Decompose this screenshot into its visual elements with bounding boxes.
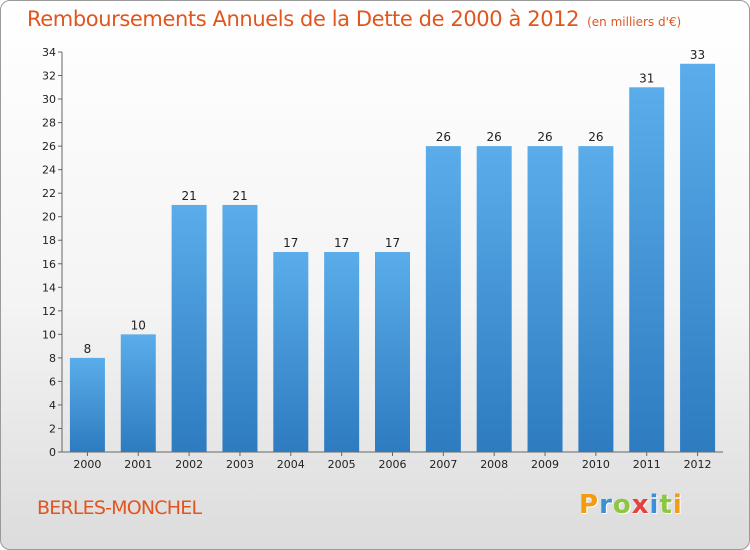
value-label: 21 xyxy=(181,189,196,203)
value-label: 10 xyxy=(131,318,146,332)
value-label: 26 xyxy=(537,130,552,144)
y-tick-label: 30 xyxy=(42,93,56,106)
x-tick-label: 2008 xyxy=(480,458,508,471)
y-tick-label: 8 xyxy=(49,352,56,365)
chart-title: Remboursements Annuels de la Dette de 20… xyxy=(27,7,681,31)
y-tick-label: 16 xyxy=(42,258,56,271)
logo-letter: r xyxy=(599,490,613,520)
x-tick-label: 2009 xyxy=(531,458,559,471)
title-text: Remboursements Annuels de la Dette de 20… xyxy=(27,7,580,31)
title-unit: (en milliers d'€) xyxy=(587,15,682,29)
value-label: 26 xyxy=(436,130,451,144)
value-label: 33 xyxy=(690,48,705,62)
x-tick-label: 2011 xyxy=(633,458,661,471)
y-tick-label: 18 xyxy=(42,234,56,247)
y-tick-label: 4 xyxy=(49,399,56,412)
value-label: 17 xyxy=(334,236,349,250)
x-tick-label: 2001 xyxy=(124,458,152,471)
y-tick-label: 2 xyxy=(49,422,56,435)
y-tick-label: 10 xyxy=(42,328,56,341)
bar-2008 xyxy=(476,146,512,452)
bar-2007 xyxy=(425,146,461,452)
logo-letter: i xyxy=(672,490,683,520)
bar-2006 xyxy=(375,252,410,452)
bar-2003 xyxy=(222,204,258,452)
bar-2011 xyxy=(629,87,665,452)
y-tick-label: 0 xyxy=(49,446,56,459)
bar-2004 xyxy=(273,252,309,452)
value-label: 17 xyxy=(385,236,400,250)
bar-2009 xyxy=(527,146,563,452)
value-label: 17 xyxy=(283,236,298,250)
chart-labels: 2000 8 2001 10 2002 21 2003 21 2004 17 2005 17 2006 1… xyxy=(73,48,711,471)
x-tick-label: 2003 xyxy=(226,458,254,471)
value-label: 26 xyxy=(487,130,502,144)
logo-letter: x xyxy=(631,490,650,520)
x-tick-label: 2004 xyxy=(277,458,305,471)
bar-2002 xyxy=(171,204,207,452)
bar-2000 xyxy=(69,357,105,452)
y-tick-label: 26 xyxy=(42,140,56,153)
x-tick-label: 2007 xyxy=(429,458,457,471)
commune-name: BERLES-MONCHEL xyxy=(37,497,202,519)
logo-letter: i xyxy=(649,490,660,520)
chart-bars xyxy=(69,63,716,452)
y-tick-label: 34 xyxy=(42,46,56,59)
logo-letter: P xyxy=(579,490,600,520)
value-label: 26 xyxy=(588,130,603,144)
x-tick-label: 2000 xyxy=(73,458,101,471)
bar-2001 xyxy=(120,334,156,452)
y-tick-label: 28 xyxy=(42,117,56,130)
x-tick-label: 2006 xyxy=(379,458,407,471)
y-tick-label: 22 xyxy=(42,187,56,200)
bar-2012 xyxy=(680,63,716,452)
y-tick-label: 14 xyxy=(42,281,56,294)
bar-2010 xyxy=(578,146,614,452)
value-label: 8 xyxy=(84,342,92,356)
y-tick-label: 6 xyxy=(49,375,56,388)
bar-2005 xyxy=(324,252,360,452)
proxiti-logo: Proxiti xyxy=(579,490,683,520)
x-tick-label: 2005 xyxy=(328,458,356,471)
x-tick-label: 2012 xyxy=(684,458,712,471)
logo-letter: o xyxy=(612,490,632,520)
y-tick-label: 12 xyxy=(42,305,56,318)
logo-letter: t xyxy=(659,490,673,520)
value-label: 21 xyxy=(232,189,247,203)
x-tick-label: 2010 xyxy=(582,458,610,471)
y-tick-label: 32 xyxy=(42,70,56,83)
x-tick-label: 2002 xyxy=(175,458,203,471)
y-tick-label: 20 xyxy=(42,211,56,224)
value-label: 31 xyxy=(639,71,654,85)
y-tick-label: 24 xyxy=(42,164,56,177)
